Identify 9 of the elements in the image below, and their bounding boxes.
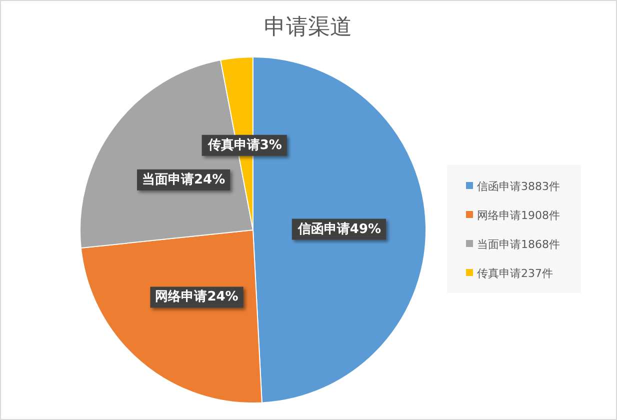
legend-label: 网络申请1908件	[477, 209, 560, 222]
data-label: 传真申请3%	[206, 138, 282, 153]
data-label: 网络申请24%	[155, 290, 238, 305]
data-label: 信函申请49%	[296, 222, 382, 237]
legend-label: 当面申请1868件	[477, 238, 560, 251]
legend-label: 传真申请237件	[477, 267, 553, 280]
legend-label: 信函申请3883件	[477, 180, 560, 193]
chart-title: 申请渠道	[264, 15, 352, 40]
data-label: 当面申请24%	[142, 172, 226, 188]
